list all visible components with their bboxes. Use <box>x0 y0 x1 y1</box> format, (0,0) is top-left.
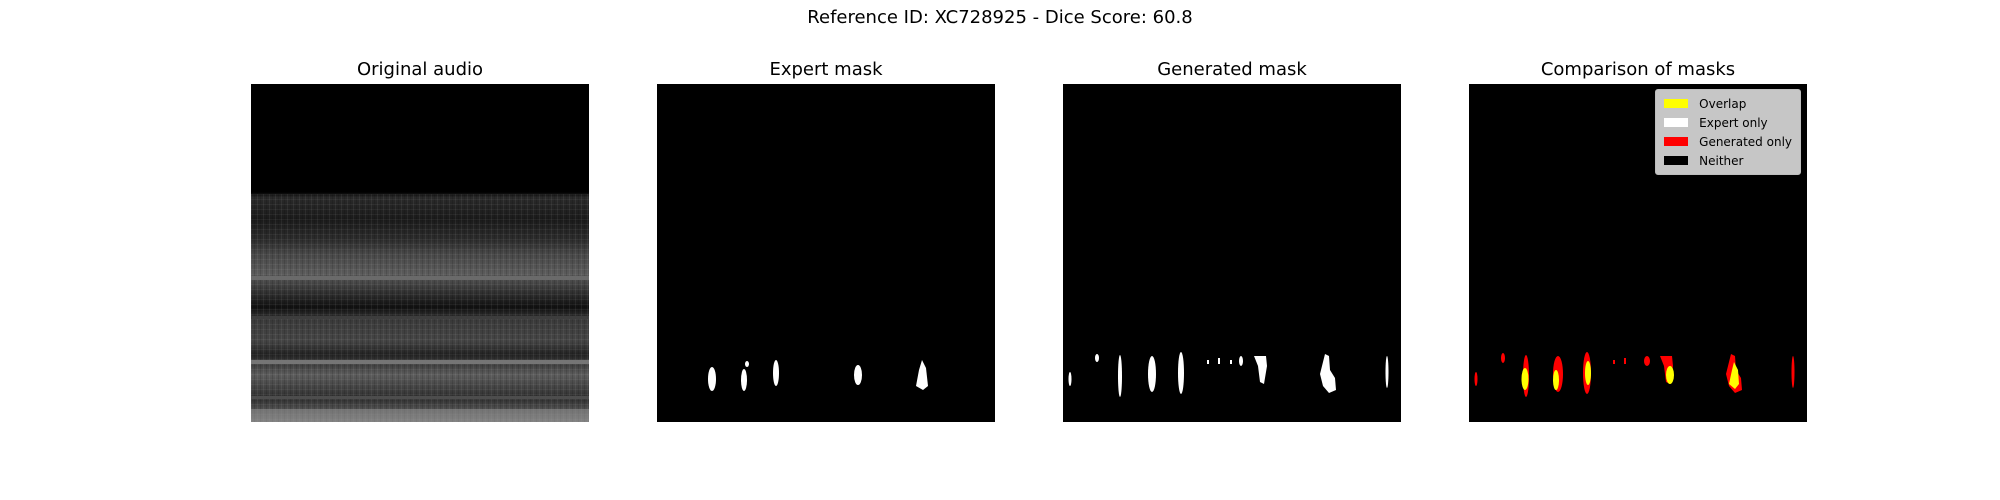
legend-label-generated-only: Generated only <box>1699 134 1792 149</box>
expert-mask-image <box>708 360 928 391</box>
figure-title: Reference ID: XC728925 - Dice Score: 60.… <box>807 7 1193 28</box>
comparison-panel: Overlap Expert only Generated only Neith… <box>1469 84 1807 422</box>
legend-item-neither: Neither <box>1664 151 1792 170</box>
panel-title-generated-mask: Generated mask <box>1157 59 1307 80</box>
legend-swatch-generated-only <box>1664 137 1689 146</box>
generated-mask-image <box>1068 352 1389 397</box>
panel-title-comparison: Comparison of masks <box>1540 59 1736 80</box>
legend-swatch-expert-only <box>1664 118 1689 127</box>
panel-title-expert-mask: Expert mask <box>769 59 883 80</box>
legend-label-overlap: Overlap <box>1699 96 1747 111</box>
spectrogram-image <box>251 84 589 422</box>
legend-item-overlap: Overlap <box>1664 94 1792 113</box>
expert-mask-panel <box>657 84 995 422</box>
legend-item-expert-only: Expert only <box>1664 113 1792 132</box>
legend: Overlap Expert only Generated only Neith… <box>1655 89 1801 175</box>
legend-swatch-neither <box>1664 156 1689 165</box>
legend-label-expert-only: Expert only <box>1699 115 1768 130</box>
comparison-mask-image <box>1474 352 1795 397</box>
legend-item-generated-only: Generated only <box>1664 132 1792 151</box>
spectrogram-panel <box>251 84 589 422</box>
legend-swatch-overlap <box>1664 99 1689 108</box>
panel-title-original-audio: Original audio <box>356 59 484 80</box>
legend-label-neither: Neither <box>1699 153 1744 168</box>
generated-mask-panel <box>1063 84 1401 422</box>
